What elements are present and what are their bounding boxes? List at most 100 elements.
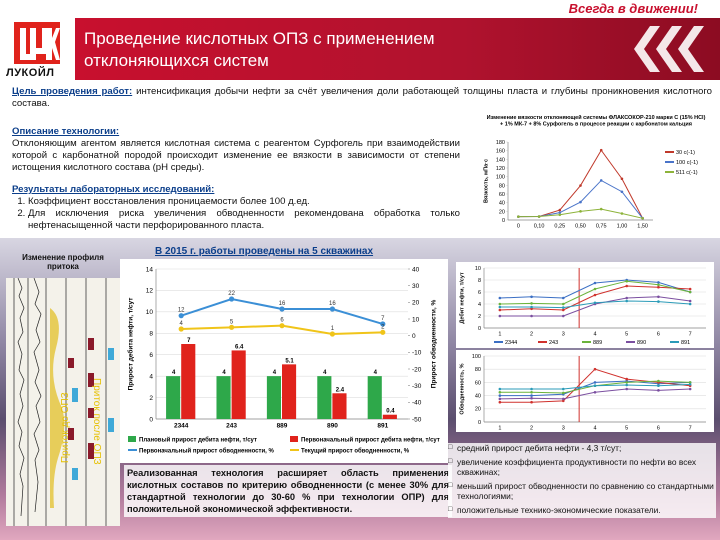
- line-point: [498, 308, 502, 312]
- line-point: [620, 212, 624, 215]
- line-point: [279, 306, 285, 312]
- line-point: [498, 302, 502, 306]
- line-point: [593, 287, 597, 291]
- bar-value-label: 7: [187, 338, 191, 344]
- line-point: [599, 148, 603, 152]
- legend-swatch: [290, 436, 298, 442]
- y-tick-label: 10: [146, 309, 154, 316]
- y-tick-label: 160: [496, 149, 505, 155]
- line-point: [498, 305, 502, 309]
- line-point: [657, 384, 660, 387]
- y2-tick-label: 10: [412, 316, 420, 323]
- line-point: [498, 391, 502, 394]
- line-point: [688, 299, 692, 303]
- line-point: [688, 383, 692, 386]
- legend-label: Текущий прирост обводненности, %: [301, 447, 410, 454]
- bullet-list: средний прирост дебита нефти - 4,3 т/сут…: [448, 443, 716, 518]
- line-point: [530, 394, 533, 397]
- line-point: [625, 387, 629, 391]
- line-point: [530, 400, 533, 404]
- line-point: [688, 381, 692, 384]
- bar-value-label: 4: [374, 370, 378, 376]
- line-point: [178, 326, 184, 332]
- line-point: [329, 331, 335, 337]
- point-value-label: 22: [228, 291, 235, 297]
- oil-rate-chart: 0 2 4 6 8 10 Дебит нефти, т/сут 1 2 3 4 5 6 7 2344 243 8…: [456, 262, 714, 348]
- line-series: [499, 280, 691, 305]
- chevron-icon: [634, 26, 704, 72]
- line-point: [657, 389, 660, 392]
- line-point: [593, 381, 597, 384]
- line-point: [229, 296, 235, 302]
- y-tick-label: 40: [475, 394, 481, 400]
- y-tick-label: 140: [496, 157, 505, 163]
- x-tick-label: 890: [327, 423, 338, 430]
- y-axis-title: Вязкость, мПа·с: [484, 159, 490, 203]
- line-point: [593, 281, 597, 285]
- line-point: [579, 184, 582, 187]
- lab-chart: Изменение вязкости отклоняющей системы Ф…: [478, 112, 715, 234]
- line-point: [625, 296, 629, 300]
- line-point: [688, 387, 692, 391]
- y-tick-label: 4: [149, 373, 153, 380]
- y-tick-label: 120: [496, 166, 505, 172]
- legend-label: 889: [593, 340, 602, 346]
- x-tick-label: 6: [657, 332, 660, 338]
- line-point: [530, 387, 533, 391]
- x-tick-label: 3: [562, 426, 565, 432]
- line-point: [498, 400, 502, 404]
- x-tick-label: 891: [377, 423, 388, 430]
- x-tick-label: 6: [657, 426, 660, 432]
- line-point: [279, 323, 285, 329]
- conclusion: Реализованная технология расширяет облас…: [124, 465, 452, 517]
- legend-label: 243: [549, 340, 558, 346]
- point-value-label: 4: [180, 321, 184, 327]
- log-tracks: [13, 278, 107, 526]
- point-value-label: 12: [178, 308, 185, 314]
- line-point: [498, 296, 502, 300]
- line-point: [688, 287, 692, 291]
- inflow-after-label: Приток после ОПЗ: [91, 378, 102, 465]
- x-tick-label: 2: [530, 426, 533, 432]
- line-point: [530, 396, 533, 400]
- y-tick-label: 8: [149, 331, 153, 338]
- bullet: положительные технико-экономические пока…: [448, 505, 716, 516]
- y2-tick-label: -30: [412, 383, 422, 390]
- goal-text: интенсификация добычи нефти за счёт увел…: [12, 86, 713, 109]
- x-tick-label: 5: [625, 426, 628, 432]
- legend-label: Первоначальный прирост обводненности, %: [139, 447, 274, 454]
- y-tick-label: 80: [499, 183, 505, 189]
- line-point: [561, 296, 565, 300]
- y-axis-title: Обводненность, %: [459, 363, 466, 414]
- profile-title: Изменение профиля притока: [22, 253, 104, 271]
- legend-label: 890: [637, 340, 646, 346]
- description: Описание технологии: Отклоняющим агентом …: [12, 126, 460, 174]
- logo: [0, 18, 75, 84]
- line-point: [558, 211, 562, 214]
- line-point: [561, 306, 565, 309]
- main-chart-title: В 2015 г. работы проведены на 5 скважина…: [155, 246, 374, 257]
- log-background: [6, 278, 120, 526]
- x-tick-label: 889: [277, 423, 288, 430]
- point-value-label: 16: [279, 301, 286, 307]
- line-point: [530, 302, 533, 305]
- line-point: [593, 367, 597, 371]
- x-tick-label: 1,00: [617, 224, 628, 230]
- y-tick-label: 80: [475, 367, 481, 373]
- y-tick-label: 4: [478, 302, 481, 308]
- goal: Цель проведения работ: интенсификация до…: [12, 86, 712, 110]
- line-point: [498, 314, 502, 318]
- x-tick-label: 243: [226, 423, 237, 430]
- y2-tick-label: 20: [412, 300, 420, 307]
- x-tick-label: 0,75: [596, 224, 607, 230]
- legend-label: Плановый прирост дебита нефти, т/сут: [139, 436, 257, 443]
- bar: [332, 393, 347, 419]
- logo-text: ЛУКОЙЛ: [6, 67, 55, 79]
- line-point: [579, 210, 582, 213]
- line-point: [657, 295, 660, 299]
- y-tick-label: 20: [475, 407, 481, 413]
- y2-axis-title: Прирост обводненности, %: [429, 300, 437, 389]
- x-tick-label: 3: [562, 332, 565, 338]
- line-point: [657, 283, 660, 287]
